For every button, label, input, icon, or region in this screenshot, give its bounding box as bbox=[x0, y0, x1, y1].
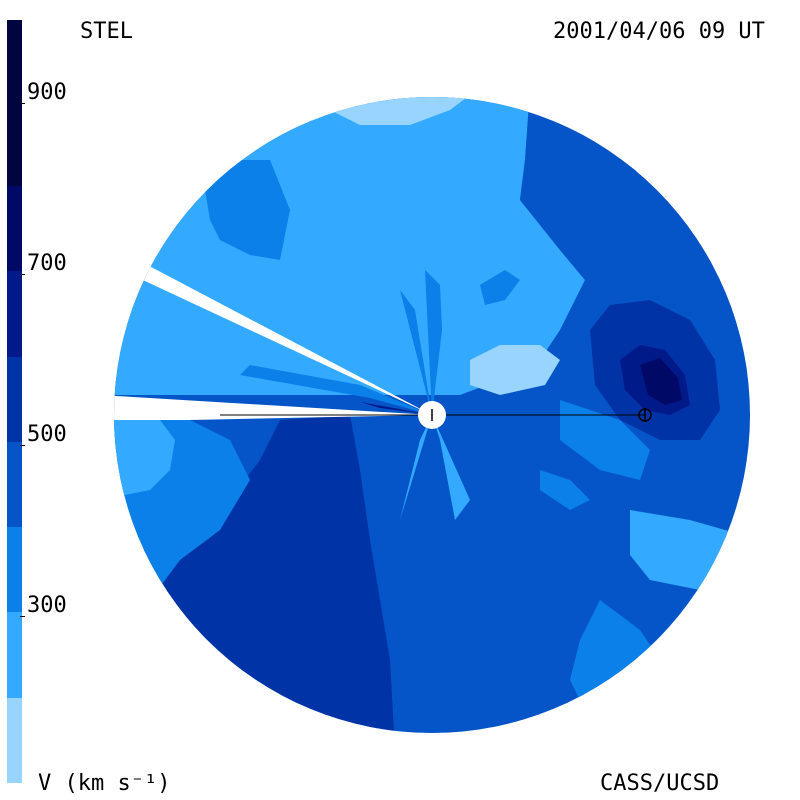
colorbar-tick-500: 500 bbox=[20, 422, 67, 447]
colorbar-segment-200 bbox=[7, 697, 22, 783]
colorbar-tick-300: 300 bbox=[20, 593, 67, 618]
units-label: V (km s⁻¹) bbox=[38, 771, 171, 796]
sun-symbol bbox=[418, 401, 446, 429]
colorbar-segment-400 bbox=[7, 527, 22, 613]
observatory-label: STEL bbox=[80, 19, 133, 44]
colorbar-segment-900 bbox=[7, 20, 22, 187]
colorbar-segment-500 bbox=[7, 441, 22, 528]
timestamp-label: 2001/04/06 09 UT bbox=[553, 19, 765, 44]
earth-symbol bbox=[638, 408, 652, 422]
colorbar-segment-300 bbox=[7, 612, 22, 698]
colorbar-segment-800 bbox=[7, 186, 22, 272]
colorbar-tick-700: 700 bbox=[20, 251, 67, 276]
colorbar-tick-900: 900 bbox=[20, 80, 67, 105]
colorbar-segment-700 bbox=[7, 271, 22, 357]
credit-label: CASS/UCSD bbox=[600, 771, 720, 796]
velocity-colorbar bbox=[7, 20, 22, 783]
colorbar-segment-600 bbox=[7, 356, 22, 442]
